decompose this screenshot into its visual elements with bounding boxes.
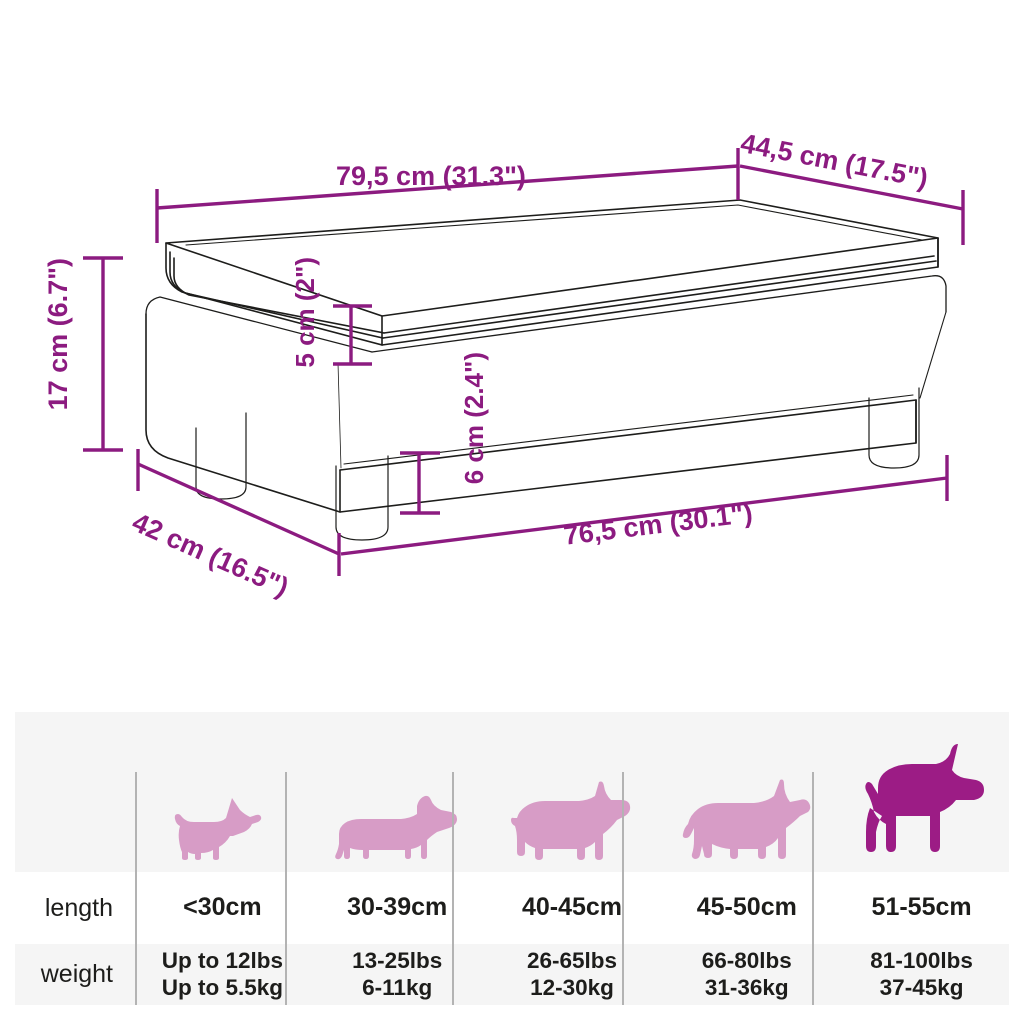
row-header-spacer xyxy=(15,712,135,872)
dog-chihuahua-icon xyxy=(175,798,262,860)
cell-length-5: 51-55cm xyxy=(871,893,972,922)
table-row-weight: weight Up to 12lbs Up to 5.5kg 13-25lbs 6-… xyxy=(15,944,1009,1005)
dog-greatdane-icon-cell xyxy=(834,712,1009,872)
cell-weight-5: 81-100lbs 37-45kg xyxy=(870,947,973,1000)
dog-dachshund-icon xyxy=(335,795,458,860)
cell-weight-3: 26-65lbs 12-30kg xyxy=(526,947,618,1000)
column-divider-1 xyxy=(135,772,137,1005)
cell-length-2: 30-39cm xyxy=(347,893,448,922)
column-divider-2 xyxy=(285,772,287,1005)
cell-length-1: <30cm xyxy=(183,893,262,922)
cell-length-4: 45-50cm xyxy=(696,893,797,922)
row-header-weight: weight xyxy=(40,960,113,988)
dog-bullterrier-icon-cell xyxy=(485,712,660,872)
table-row-length: length <30cm 30-39cm 40-45cm 45-50cm 51-… xyxy=(15,872,1009,944)
dimension-diagram: 79,5 cm (31.3") 44,5 cm (17.5") 17 cm (6… xyxy=(43,128,965,602)
cell-length-3: 40-45cm xyxy=(521,893,623,922)
column-divider-4 xyxy=(622,772,624,1005)
cell-weight-1: Up to 12lbs Up to 5.5kg xyxy=(161,947,284,1000)
dim-label-top-length: 79,5 cm (31.3") xyxy=(336,161,526,191)
dog-shepherd-icon xyxy=(682,779,811,859)
column-divider-5 xyxy=(812,772,814,1005)
dog-greatdane-icon xyxy=(864,744,984,852)
dim-label-leg-height: 6 cm (2.4") xyxy=(459,352,489,485)
dim-label-total-height: 17 cm (6.7") xyxy=(43,258,73,411)
row-header-length: length xyxy=(44,893,113,922)
dim-label-cushion-height: 5 cm (2") xyxy=(290,257,320,368)
column-divider-3 xyxy=(452,772,454,1005)
cell-weight-2: 13-25lbs 6-11kg xyxy=(352,947,443,1000)
dog-bullterrier-icon xyxy=(510,781,631,860)
dog-shepherd-icon-cell xyxy=(659,712,834,872)
cell-weight-4: 66-80lbs 31-36kg xyxy=(701,947,792,1000)
dog-dachshund-icon-cell xyxy=(310,712,485,872)
table-row-icons xyxy=(15,712,1009,872)
dog-chihuahua-icon-cell xyxy=(135,712,310,872)
bed-line-drawing xyxy=(83,148,965,576)
dog-size-table: length <30cm 30-39cm 40-45cm 45-50cm 51-… xyxy=(15,712,1009,1005)
